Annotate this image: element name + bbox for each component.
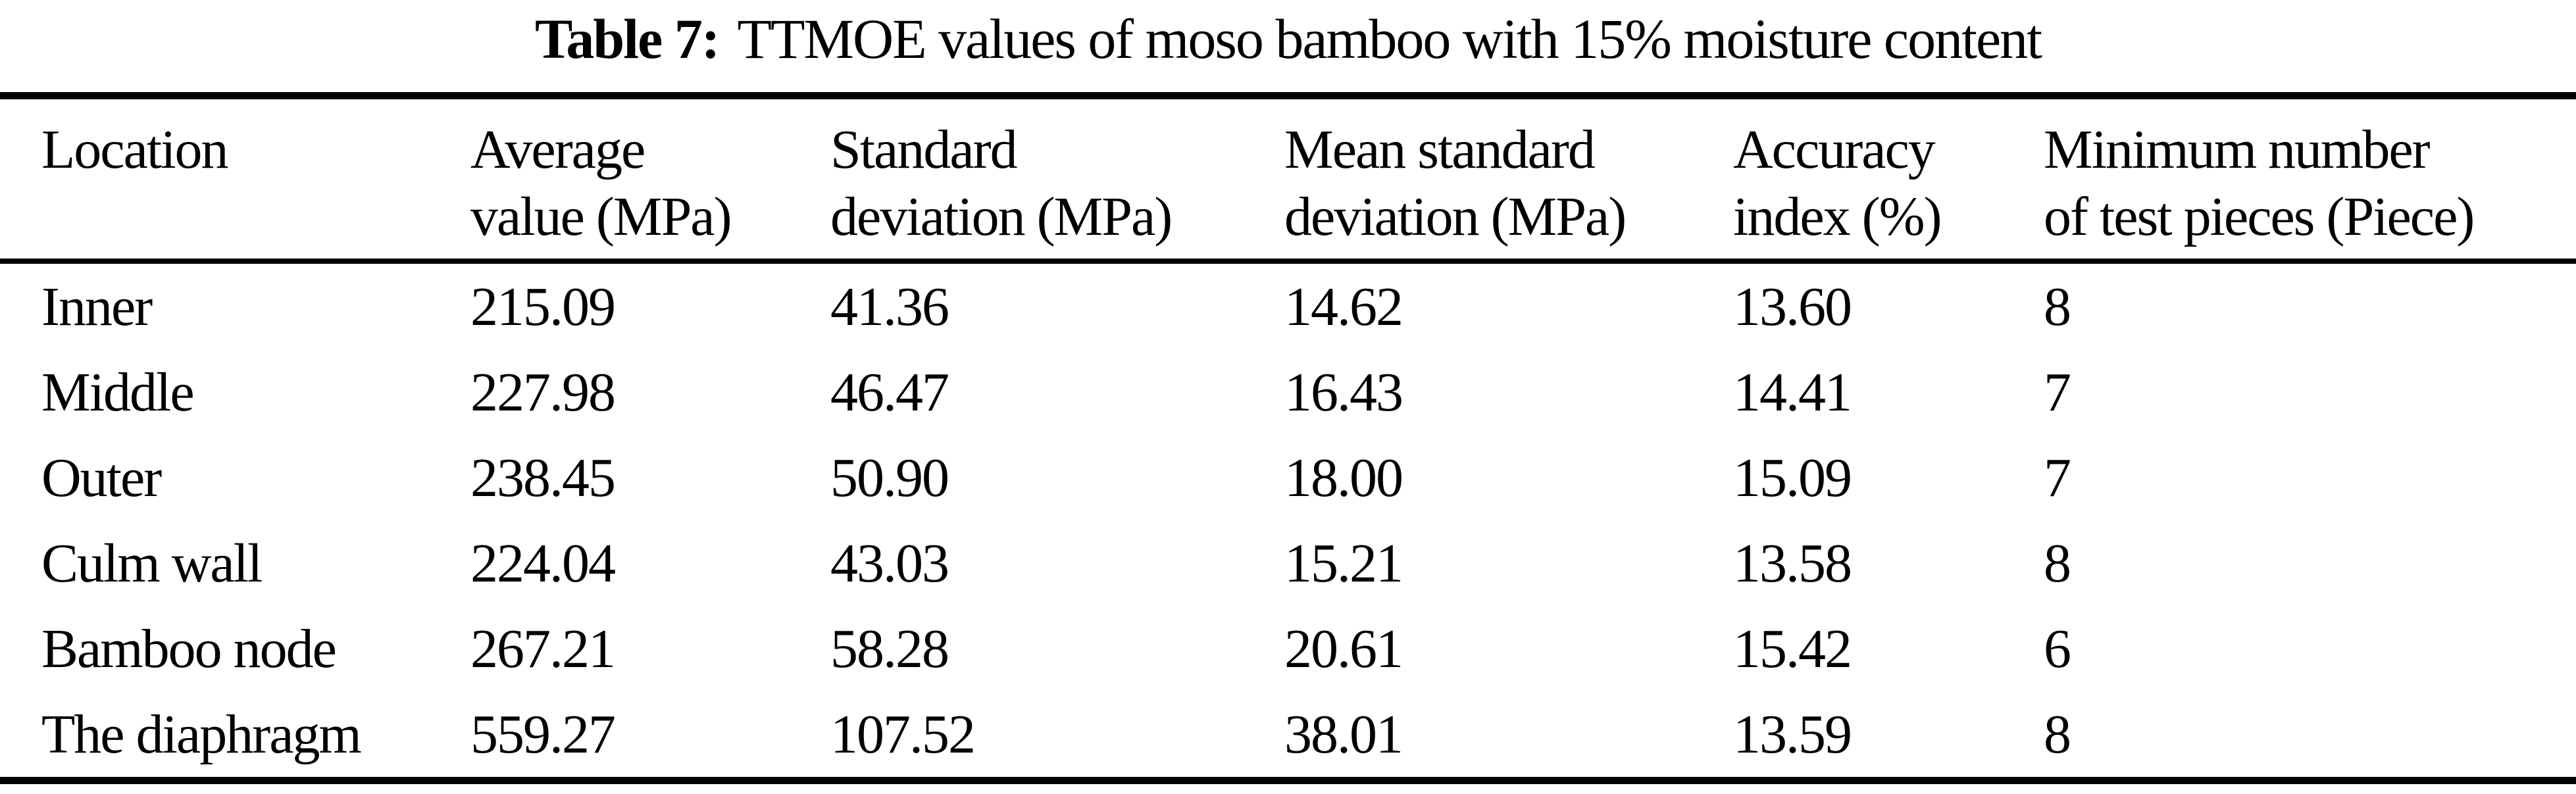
column-header-mean-standard-deviation: Mean standard deviation (MPa) (1284, 96, 1733, 262)
cell-average-value: 227.98 (470, 361, 616, 423)
cell-mean-standard-deviation: 15.21 (1284, 532, 1403, 594)
cell-location: Outer (41, 447, 162, 509)
header-line: Standard (830, 119, 1018, 180)
table-body: Inner 215.09 41.36 14.62 13.60 8 Middle … (0, 261, 2576, 781)
table-caption-text: TTMOE values of moso bamboo with 15% moi… (737, 7, 2042, 70)
column-header-minimum-test-pieces: Minimum number of test pieces (Piece) (2044, 96, 2576, 262)
cell-mean-standard-deviation: 38.01 (1284, 703, 1403, 765)
cell-accuracy-index: 13.59 (1733, 703, 1852, 765)
cell-location: The diaphragm (41, 703, 362, 765)
table-row: Culm wall 224.04 43.03 15.21 13.58 8 (0, 520, 2576, 606)
header-row: Location Average value (MPa) Standard de… (0, 96, 2576, 262)
column-header-average-value: Average value (MPa) (470, 96, 830, 262)
cell-minimum-test-pieces: 7 (2044, 447, 2071, 509)
cell-location: Inner (41, 276, 153, 337)
cell-standard-deviation: 58.28 (830, 618, 949, 680)
cell-average-value: 224.04 (470, 532, 616, 594)
cell-mean-standard-deviation: 20.61 (1284, 618, 1403, 680)
column-header-standard-deviation: Standard deviation (MPa) (830, 96, 1284, 262)
header-line: Mean standard (1284, 119, 1596, 180)
cell-average-value: 267.21 (470, 618, 616, 680)
header-line: deviation (MPa) (830, 186, 1173, 247)
column-header-location: Location (0, 96, 470, 262)
header-line: Minimum number (2044, 119, 2431, 180)
cell-mean-standard-deviation: 14.62 (1284, 276, 1403, 337)
data-table: Location Average value (MPa) Standard de… (0, 92, 2576, 784)
cell-mean-standard-deviation: 16.43 (1284, 361, 1403, 423)
header-line: Location (41, 119, 229, 180)
cell-average-value: 559.27 (470, 703, 616, 765)
table-row: Outer 238.45 50.90 18.00 15.09 7 (0, 435, 2576, 520)
cell-location: Middle (41, 361, 195, 423)
cell-average-value: 215.09 (470, 276, 616, 337)
header-line: value (MPa) (470, 186, 732, 247)
table-row: Middle 227.98 46.47 16.43 14.41 7 (0, 349, 2576, 435)
header-line: Average (470, 119, 645, 180)
table-row: The diaphragm 559.27 107.52 38.01 13.59 … (0, 691, 2576, 781)
header-line: deviation (MPa) (1284, 186, 1627, 247)
cell-mean-standard-deviation: 18.00 (1284, 447, 1403, 509)
cell-standard-deviation: 50.90 (830, 447, 949, 509)
cell-location: Culm wall (41, 532, 263, 594)
cell-standard-deviation: 107.52 (830, 703, 976, 765)
column-header-accuracy-index: Accuracy index (%) (1733, 96, 2044, 262)
cell-accuracy-index: 15.42 (1733, 618, 1852, 680)
header-line: of test pieces (Piece) (2044, 186, 2475, 247)
cell-minimum-test-pieces: 6 (2044, 618, 2071, 680)
cell-accuracy-index: 13.58 (1733, 532, 1852, 594)
cell-location: Bamboo node (41, 618, 337, 680)
table-caption-label: Table 7: (534, 7, 720, 70)
cell-minimum-test-pieces: 7 (2044, 361, 2071, 423)
cell-minimum-test-pieces: 8 (2044, 532, 2071, 594)
cell-accuracy-index: 14.41 (1733, 361, 1852, 423)
table-header: Location Average value (MPa) Standard de… (0, 96, 2576, 262)
cell-minimum-test-pieces: 8 (2044, 703, 2071, 765)
header-line: index (%) (1733, 186, 1942, 247)
table-caption: Table 7: TTMOE values of moso bamboo with… (0, 0, 2576, 92)
cell-standard-deviation: 43.03 (830, 532, 949, 594)
header-line: Accuracy (1733, 119, 1936, 180)
cell-average-value: 238.45 (470, 447, 616, 509)
cell-accuracy-index: 15.09 (1733, 447, 1852, 509)
cell-minimum-test-pieces: 8 (2044, 276, 2071, 337)
table-row: Inner 215.09 41.36 14.62 13.60 8 (0, 261, 2576, 349)
cell-standard-deviation: 46.47 (830, 361, 949, 423)
cell-standard-deviation: 41.36 (830, 276, 949, 337)
cell-accuracy-index: 13.60 (1733, 276, 1852, 337)
table-row: Bamboo node 267.21 58.28 20.61 15.42 6 (0, 606, 2576, 691)
